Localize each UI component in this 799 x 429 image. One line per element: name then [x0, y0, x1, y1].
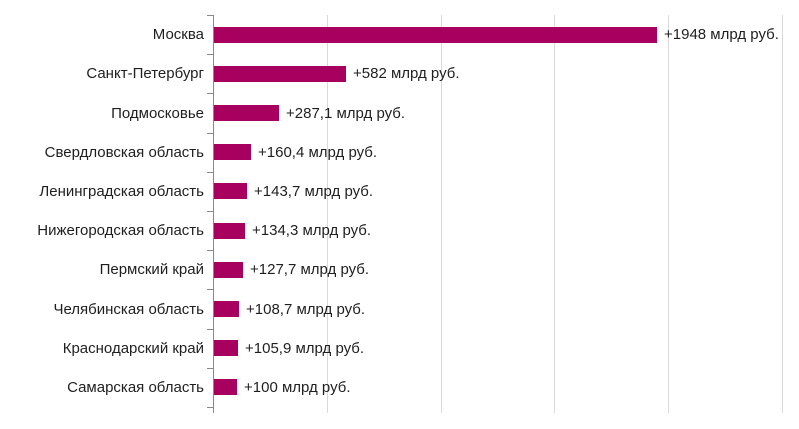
- category-label: Подмосковье: [111, 105, 204, 122]
- category-label: Самарская область: [67, 379, 204, 396]
- category-label: Челябинская область: [53, 301, 204, 318]
- axis-tick: [207, 289, 213, 290]
- axis-tick: [207, 368, 213, 369]
- axis-tick: [207, 133, 213, 134]
- gridline: [327, 15, 328, 413]
- value-label: +134,3 млрд руб.: [252, 222, 372, 239]
- value-label: +160,4 млрд руб.: [258, 144, 378, 161]
- axis-tick: [207, 407, 213, 408]
- bar: [214, 262, 243, 278]
- bar: [214, 379, 237, 395]
- value-label: +108,7 млрд руб.: [246, 301, 366, 318]
- value-label: +105,9 млрд руб.: [245, 340, 365, 357]
- axis-tick: [207, 15, 213, 16]
- bar: [214, 144, 251, 160]
- bar: [214, 340, 238, 356]
- axis-tick: [207, 211, 213, 212]
- gridline: [441, 15, 442, 413]
- value-label: +1948 млрд руб.: [664, 26, 779, 43]
- category-label: Санкт-Петербург: [86, 65, 204, 82]
- value-label: +143,7 млрд руб.: [254, 183, 374, 200]
- axis-tick: [207, 172, 213, 173]
- value-label: +287,1 млрд руб.: [286, 105, 406, 122]
- bar: [214, 183, 247, 199]
- category-label: Ленинградская область: [39, 183, 204, 200]
- axis-tick: [207, 54, 213, 55]
- gridline: [554, 15, 555, 413]
- category-label: Пермский край: [99, 261, 204, 278]
- value-label: +582 млрд руб.: [353, 65, 460, 82]
- bar: [214, 105, 279, 121]
- category-label: Краснодарский край: [62, 340, 204, 357]
- y-axis-line: [213, 15, 214, 413]
- bar: [214, 223, 245, 239]
- category-label: Свердловская область: [44, 144, 204, 161]
- bar: [214, 27, 657, 43]
- axis-tick: [207, 329, 213, 330]
- gridline: [782, 15, 783, 413]
- category-label: Москва: [152, 26, 204, 43]
- bar: [214, 301, 239, 317]
- axis-tick: [207, 250, 213, 251]
- category-label: Нижегородская область: [37, 222, 204, 239]
- value-label: +100 млрд руб.: [244, 379, 351, 396]
- axis-tick: [207, 93, 213, 94]
- gridline: [668, 15, 669, 413]
- value-label: +127,7 млрд руб.: [250, 261, 370, 278]
- bar: [214, 66, 346, 82]
